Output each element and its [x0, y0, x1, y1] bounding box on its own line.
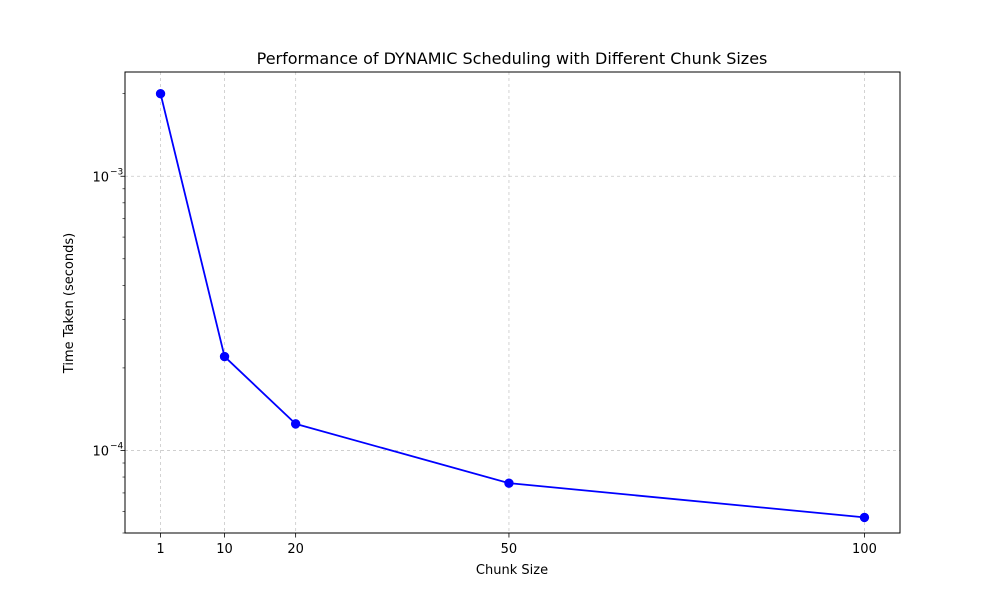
- data-point: [290, 419, 301, 429]
- x-tick-label: 10: [216, 542, 233, 557]
- data-point: [219, 351, 230, 362]
- data-point: [504, 478, 514, 488]
- data-point: [155, 89, 166, 99]
- plot-area-frame: [124, 71, 901, 534]
- y-tick-label: 10: [92, 170, 109, 185]
- x-axis-label: Chunk Size: [476, 563, 548, 578]
- grid-lines: [125, 72, 900, 533]
- x-tick-label: 1: [156, 542, 164, 557]
- x-tick-label: 100: [852, 542, 877, 557]
- series-line: [159, 93, 865, 519]
- x-tick-label: 50: [501, 542, 518, 557]
- y-axis-label: Time Taken (seconds): [62, 233, 77, 374]
- axes: [124, 71, 901, 534]
- data-series: [155, 89, 870, 523]
- y-tick-label: 10: [92, 444, 109, 459]
- data-point: [859, 512, 870, 523]
- chart-title: Performance of DYNAMIC Scheduling with D…: [257, 49, 768, 68]
- x-tick-label: 20: [287, 542, 304, 557]
- y-tick-exponent: −3: [110, 167, 123, 177]
- y-tick-exponent: −4: [110, 441, 124, 451]
